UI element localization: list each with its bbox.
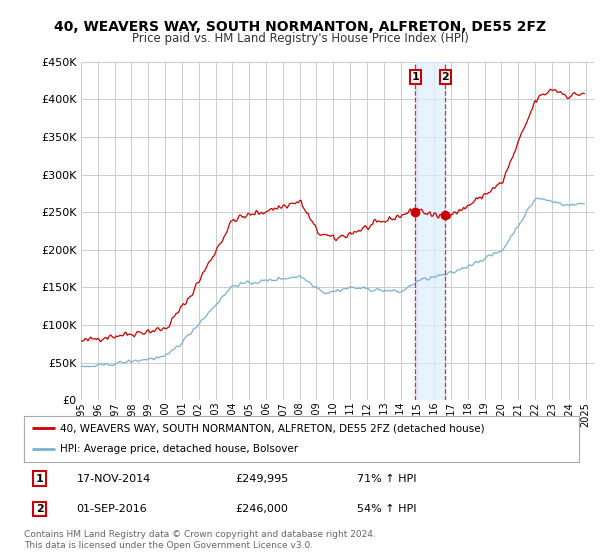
Text: 2: 2 bbox=[442, 72, 449, 82]
Text: £249,995: £249,995 bbox=[235, 474, 288, 484]
Text: Contains HM Land Registry data © Crown copyright and database right 2024.: Contains HM Land Registry data © Crown c… bbox=[24, 530, 376, 539]
Text: HPI: Average price, detached house, Bolsover: HPI: Average price, detached house, Bols… bbox=[60, 445, 298, 455]
Text: £246,000: £246,000 bbox=[235, 504, 288, 514]
Text: 2: 2 bbox=[35, 504, 43, 514]
Bar bbox=[415, 62, 445, 400]
Text: 40, WEAVERS WAY, SOUTH NORMANTON, ALFRETON, DE55 2FZ (detached house): 40, WEAVERS WAY, SOUTH NORMANTON, ALFRET… bbox=[60, 423, 485, 433]
Text: This data is licensed under the Open Government Licence v3.0.: This data is licensed under the Open Gov… bbox=[24, 541, 313, 550]
Text: 1: 1 bbox=[412, 72, 419, 82]
Text: 1: 1 bbox=[35, 474, 43, 484]
Text: 40, WEAVERS WAY, SOUTH NORMANTON, ALFRETON, DE55 2FZ: 40, WEAVERS WAY, SOUTH NORMANTON, ALFRET… bbox=[54, 20, 546, 34]
Text: Price paid vs. HM Land Registry's House Price Index (HPI): Price paid vs. HM Land Registry's House … bbox=[131, 32, 469, 45]
Text: 54% ↑ HPI: 54% ↑ HPI bbox=[357, 504, 416, 514]
Text: 71% ↑ HPI: 71% ↑ HPI bbox=[357, 474, 416, 484]
Text: 01-SEP-2016: 01-SEP-2016 bbox=[77, 504, 148, 514]
Text: 17-NOV-2014: 17-NOV-2014 bbox=[77, 474, 151, 484]
